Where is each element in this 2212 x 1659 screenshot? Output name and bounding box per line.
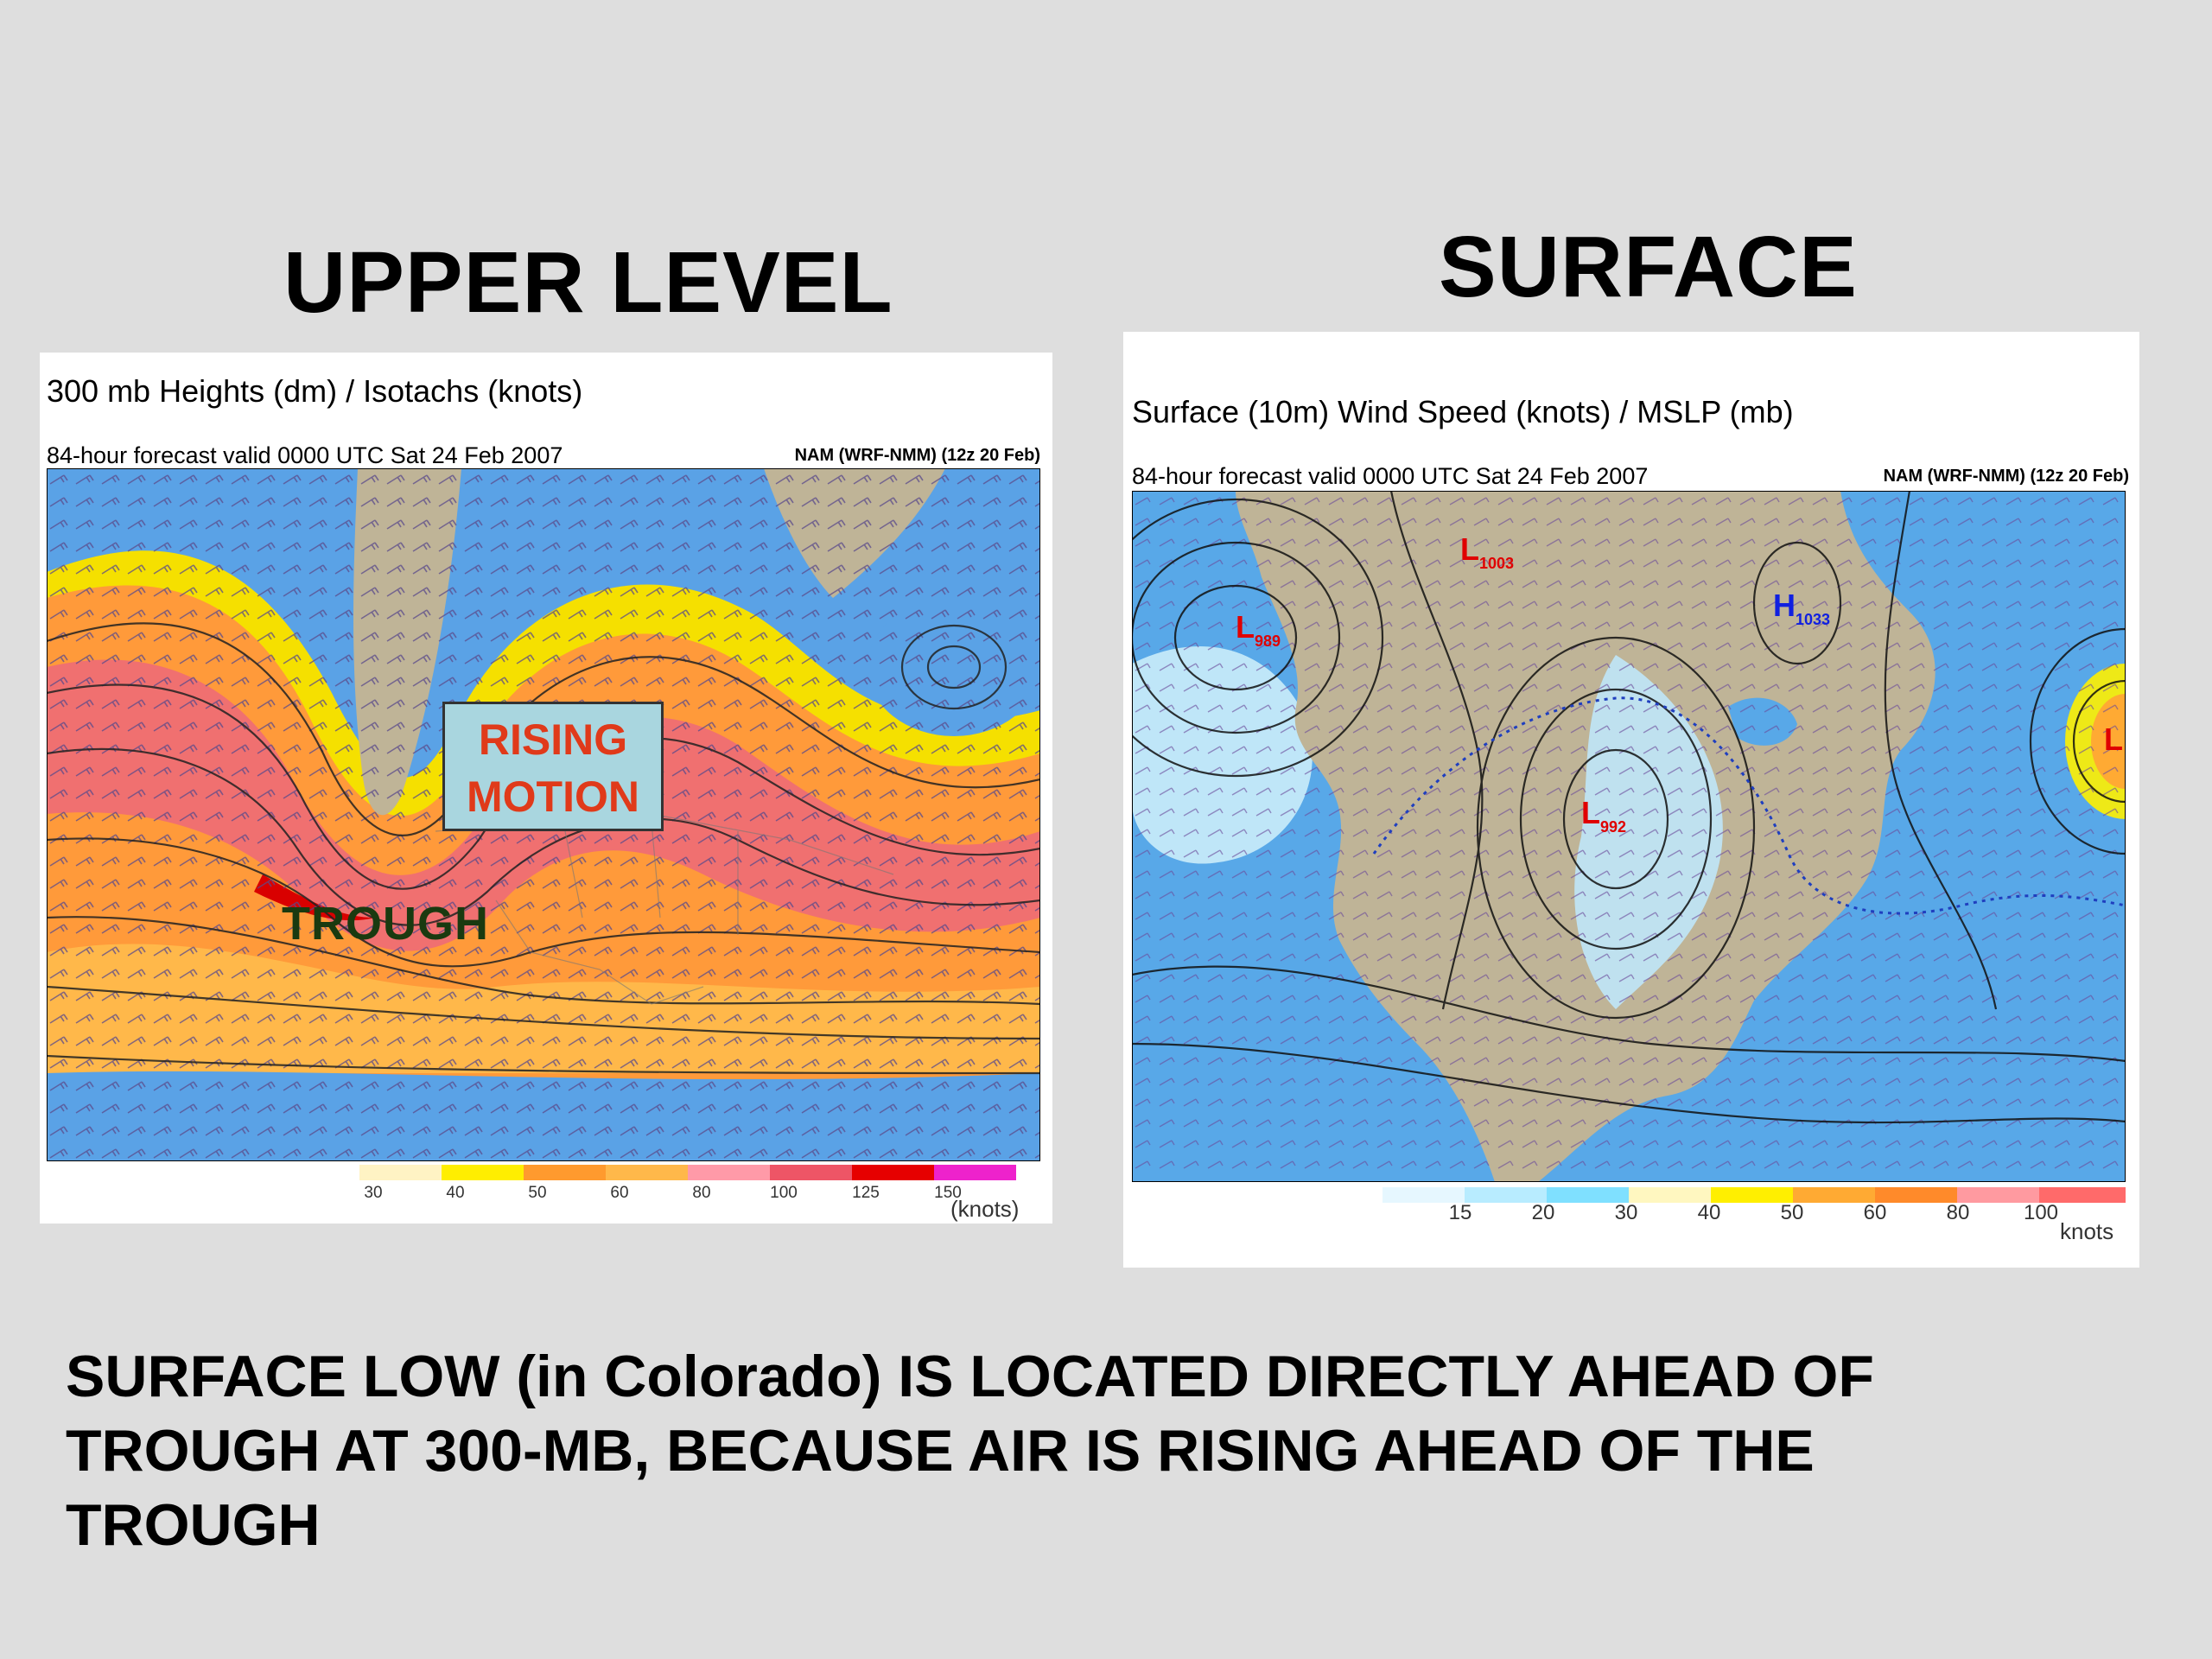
surface-legend-swatch (1465, 1187, 1547, 1203)
surface-legend-tick: 20 (1531, 1201, 1555, 1224)
upper-legend-ticks: 30 40 50 60 80 100 125 150 (40, 1184, 1052, 1206)
surface-legend-tick: 15 (1448, 1201, 1472, 1224)
upper-legend-tick: 80 (692, 1184, 711, 1202)
surface-legend-swatch (1629, 1187, 1711, 1203)
low-992-value: 992 (1600, 818, 1626, 836)
surface-legend-swatch (2039, 1187, 2126, 1203)
upper-legend-swatch (934, 1165, 1016, 1180)
upper-legend-tick: 60 (610, 1184, 629, 1202)
upper-legend-tick: 100 (770, 1184, 798, 1202)
low-989-value: 989 (1255, 632, 1281, 650)
upper-map-subtitle: 84-hour forecast valid 0000 UTC Sat 24 F… (47, 442, 563, 468)
surface-legend-swatch (1382, 1187, 1465, 1203)
low-atlantic-marker: L (2104, 721, 2123, 757)
surface-map-panel: Surface (10m) Wind Speed (knots) / MSLP … (1123, 332, 2139, 1268)
upper-legend-swatch (359, 1165, 442, 1180)
upper-legend-swatch (524, 1165, 606, 1180)
surface-legend-units: knots (2060, 1218, 2114, 1244)
upper-legend-swatch (606, 1165, 688, 1180)
low-1003-value: 1003 (1479, 555, 1514, 572)
upper-legend-units: (knots) (950, 1196, 1020, 1222)
surface-legend-tick: 60 (1863, 1201, 1887, 1224)
surface-legend-ticks: 15 20 30 40 50 60 80 100 (1123, 1201, 2139, 1227)
surface-heading: SURFACE (1439, 219, 1858, 315)
upper-height-contours (47, 622, 1040, 1075)
surface-legend-swatch (1547, 1187, 1629, 1203)
surface-legend-swatch (1793, 1187, 1875, 1203)
upper-legend-tick: 50 (528, 1184, 547, 1202)
surface-legend-tick: 80 (1946, 1201, 1970, 1224)
upper-legend-swatch (688, 1165, 770, 1180)
upper-legend-swatch (442, 1165, 524, 1180)
surface-legend-swatch (1711, 1187, 1793, 1203)
upper-legend-tick: 40 (446, 1184, 465, 1202)
upper-level-map-panel: 300 mb Heights (dm) / Isotachs (knots) 8… (40, 353, 1052, 1224)
upper-level-heading: UPPER LEVEL (283, 234, 893, 331)
upper-map-title: 300 mb Heights (dm) / Isotachs (knots) (47, 373, 583, 409)
upper-legend-bar (359, 1165, 1052, 1180)
surface-map-model: NAM (WRF-NMM) (12z 20 Feb) (1883, 467, 2129, 486)
upper-legend-tick: 150 (934, 1184, 962, 1202)
upper-map-model: NAM (WRF-NMM) (12z 20 Feb) (794, 446, 1040, 465)
surface-wind-barbs (1132, 491, 2126, 1182)
surface-legend-tick: 40 (1697, 1201, 1721, 1224)
surface-legend-swatch (1957, 1187, 2039, 1203)
surface-map-subtitle: 84-hour forecast valid 0000 UTC Sat 24 F… (1132, 463, 1649, 489)
motion-label: MOTION (467, 772, 639, 821)
rising-label: RISING (478, 715, 628, 764)
upper-level-map (47, 468, 1040, 1161)
surface-legend-tick: 50 (1780, 1201, 1804, 1224)
trough-label: TROUGH (282, 898, 489, 950)
upper-legend-swatch (852, 1165, 934, 1180)
surface-legend-tick: 100 (2023, 1201, 2059, 1224)
explanation-text: SURFACE LOW (in Colorado) IS LOCATED DIR… (66, 1344, 1874, 1558)
upper-legend-swatch (770, 1165, 852, 1180)
upper-legend-tick: 125 (852, 1184, 880, 1202)
surface-legend-swatch (1875, 1187, 1957, 1203)
surface-legend-tick: 30 (1614, 1201, 1638, 1224)
upper-legend-tick: 30 (364, 1184, 383, 1202)
surface-map: L1003 L989 H1033 L992 L (1132, 491, 2126, 1182)
surface-front (1372, 696, 2126, 915)
high-1033-value: 1033 (1796, 611, 1830, 628)
surface-map-title: Surface (10m) Wind Speed (knots) / MSLP … (1132, 394, 1794, 429)
surface-legend-bar (1382, 1187, 2126, 1203)
rising-motion-box: RISING MOTION (442, 702, 664, 831)
